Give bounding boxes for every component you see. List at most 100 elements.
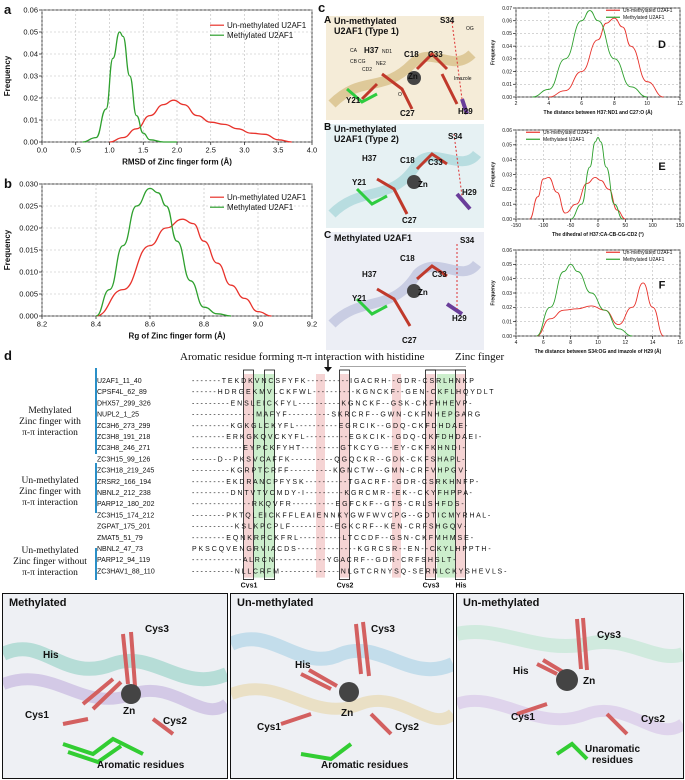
series-line-0 (109, 99, 292, 143)
label-h29-b: H29 (462, 188, 477, 197)
panel-tag: E (658, 161, 665, 173)
bottom-structure-3 (457, 617, 683, 761)
alignment-row-seq: - - - - - - H D R G E K M V L C K F W L … (192, 389, 494, 396)
bottom-structure-2 (231, 621, 453, 762)
x-tick-label: 12 (677, 101, 683, 107)
y-tick-label: 0.01 (23, 116, 38, 125)
y-tick-label: 0.00 (502, 334, 512, 340)
x-tick-label: 4 (547, 101, 550, 107)
alignment-box-1 (264, 369, 275, 581)
bottom-2-cys1: Cys1 (257, 722, 281, 733)
bottom-1-cys1: Cys1 (25, 710, 49, 721)
y-tick-label: 0.030 (19, 180, 38, 189)
x-tick-label: 8.4 (91, 320, 101, 329)
y-tick-label: 0.00 (502, 217, 512, 223)
alignment-row-name: ZMAT5_51_79 (97, 535, 143, 542)
footer-cys3: Cys3 (423, 583, 440, 588)
footer-cys1: Cys1 (241, 583, 258, 588)
label-og-a: OG (466, 26, 474, 32)
highlight-column-4 (340, 374, 349, 578)
alignment-row-name: ZC3H6_273_299 (97, 423, 150, 430)
y-tick-label: 0.05 (23, 28, 38, 37)
y-tick-label: 0.04 (23, 50, 38, 59)
label-c18-a: C18 (404, 50, 419, 59)
highlight-column-8 (456, 374, 465, 578)
series-line-0 (529, 177, 626, 220)
x-tick-label: -150 (511, 223, 521, 229)
bottom-2-title: Un-methylated (237, 597, 314, 609)
highlight-column-2 (265, 374, 275, 578)
group-unmethylated-pi-label: Un-methylated Zinc finger with π-π interac… (19, 476, 81, 508)
x-tick-label: -50 (567, 223, 574, 229)
alignment-row-name: ZGPAT_175_201 (97, 524, 151, 531)
bottom-1-cys2: Cys2 (163, 716, 187, 727)
highlight-column-7 (437, 374, 455, 578)
x-tick-label: 10 (595, 340, 601, 346)
x-axis-label: RMSD of Zinc finger form (Å) (122, 158, 232, 167)
bottom-2-his: His (295, 660, 311, 671)
x-tick-label: 8.8 (199, 320, 209, 329)
label-s34-c: S34 (460, 236, 475, 245)
zn-atom-b (407, 175, 421, 189)
bottom-3-zn: Zn (583, 676, 596, 687)
alignment-row-name: ZC3H8_191_218 (97, 434, 150, 441)
highlight-column-6 (426, 374, 436, 578)
highlight-column-1 (254, 374, 264, 578)
y-tick-label: 0.04 (502, 44, 512, 50)
bottom-1-his: His (43, 650, 59, 661)
sub-b-title: Un-methylated U2AF1 (Type 2) (334, 124, 399, 144)
alignment-row-seq: - - - - - - - - - - - - - - R K Q V F R … (192, 501, 464, 508)
x-tick-label: 12 (623, 340, 629, 346)
alignment-row-name: ZC3HAV1_88_110 (97, 568, 155, 575)
plot-frame (515, 7, 681, 98)
series-line-1 (95, 187, 232, 317)
alignment-row-name: NBNL2_47_73 (97, 546, 143, 553)
x-tick-label: 9.2 (307, 320, 317, 329)
zn-atom-c (407, 284, 421, 298)
panel-letter-b: b (4, 176, 12, 191)
y-tick-label: 0.005 (19, 290, 38, 299)
bottom-3-unaromatic-2: residues (591, 755, 634, 766)
label-c18-b: C18 (400, 156, 415, 165)
alignment-row-name: PARP12_94_119 (97, 557, 150, 564)
sub-c-letter: C (324, 230, 332, 241)
sequence-alignment: U2AF1_11_40 - - - - - - - T E K D K V N C… (97, 366, 507, 588)
alignment-row-name: ZC3H18_219_245 (97, 468, 154, 475)
ribbon-b (328, 150, 481, 218)
alignment-row-name: ZC3H15_174_212 (97, 512, 154, 519)
sub-c-title: Methylated U2AF1 (334, 233, 413, 243)
tyr-sticks-c (355, 297, 388, 316)
x-tick-label: 4 (515, 340, 518, 346)
alignment-row-name: CPSF4L_62_89 (97, 389, 147, 396)
alignment-header-arrow (324, 360, 332, 372)
alignment-row-name: DHX57_299_326 (97, 400, 151, 407)
bottom-2-cys2: Cys2 (395, 722, 419, 733)
legend-label-1: Methylated U2AF1 (227, 203, 294, 212)
y-tick-label: 0.010 (19, 268, 38, 277)
y-tick-label: 0.05 (502, 143, 512, 149)
legend-label-1: Methylated U2AF1 (623, 257, 665, 263)
bottom-1-cys3: Cys3 (145, 624, 169, 635)
bottom-3-cys2: Cys2 (641, 714, 665, 725)
x-tick-label: 8 (569, 340, 572, 346)
alignment-row-name: ZRSR2_166_194 (97, 479, 151, 486)
legend-label-0: Un-methylated U2AF1 (227, 21, 307, 30)
x-tick-label: 8.6 (145, 320, 155, 329)
label-c18-c: C18 (400, 254, 415, 263)
x-axis-label: The distance between S34:OG and imazole … (535, 348, 662, 355)
bottom-3-cys1: Cys1 (511, 712, 535, 723)
bottom-3-his: His (513, 666, 529, 677)
label-y21-b: Y21 (352, 178, 367, 187)
y-tick-label: 0.01 (502, 82, 512, 88)
alignment-row-seq: - - - - - - - - - - - - A L R C N - - - … (192, 557, 456, 564)
x-tick-label: 2.0 (172, 146, 182, 155)
y-tick-label: 0.03 (502, 172, 512, 178)
y-tick-label: 0.02 (502, 187, 512, 193)
label-y21-c: Y21 (352, 294, 367, 303)
sticks-b (376, 152, 448, 215)
his-sticks-c (445, 302, 464, 316)
alignment-row-seq: - - - - - - - - - K G R P T C R F F - - … (192, 468, 468, 475)
bottom-2-aromatic: Aromatic residues (321, 760, 409, 771)
x-tick-label: 10 (644, 101, 650, 107)
x-tick-label: 6 (580, 101, 583, 107)
